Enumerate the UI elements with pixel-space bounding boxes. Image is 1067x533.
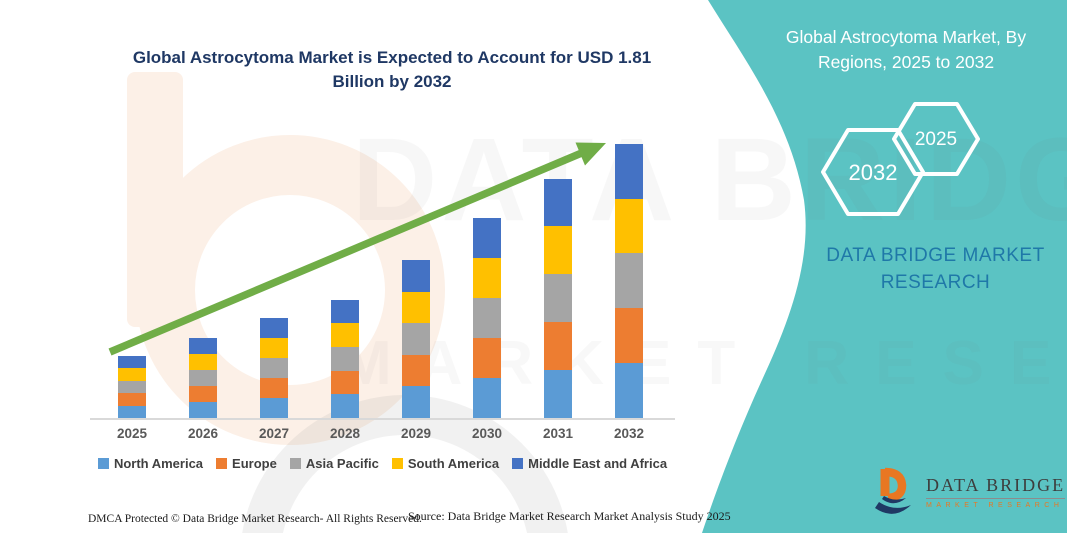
x-axis-label-2025: 2025: [116, 426, 148, 441]
legend-item-asia-pacific: Asia Pacific: [289, 456, 379, 471]
bar-2026: [189, 337, 217, 418]
bar-2031: [544, 178, 572, 418]
bar-2029: [402, 260, 430, 418]
bar-segment-europe: [260, 378, 288, 398]
bar-segment-europe: [544, 322, 572, 371]
bar-segment-south-america: [260, 338, 288, 358]
bar-segment-asia-pacific: [118, 380, 146, 394]
bar-segment-north-america: [118, 405, 146, 418]
legend-swatch-icon: [97, 458, 109, 469]
x-axis-label-2032: 2032: [613, 426, 645, 441]
bar-2028: [331, 299, 359, 418]
bar-segment-middle-east-and-africa: [473, 217, 501, 258]
bar-segment-europe: [331, 370, 359, 395]
x-axis-label-2029: 2029: [400, 426, 432, 441]
legend-swatch-icon: [289, 458, 301, 469]
bar-segment-south-america: [473, 257, 501, 298]
bar-segment-asia-pacific: [402, 323, 430, 355]
legend-swatch-icon: [391, 458, 403, 469]
legend-item-middle-east-and-africa: Middle East and Africa: [512, 456, 667, 471]
legend-item-north-america: North America: [97, 456, 204, 471]
bar-segment-middle-east-and-africa: [544, 178, 572, 227]
legend-item-europe: Europe: [216, 456, 277, 471]
bar-segment-north-america: [615, 363, 643, 418]
side-panel-brand-caption: DATA BRIDGE MARKET RESEARCH: [826, 245, 1045, 293]
legend-label: Asia Pacific: [305, 456, 379, 471]
bar-2027: [260, 318, 288, 418]
bar-segment-asia-pacific: [189, 369, 217, 386]
bar-segment-middle-east-and-africa: [331, 299, 359, 324]
bar-segment-europe: [118, 393, 146, 406]
bar-segment-asia-pacific: [331, 347, 359, 371]
bar-segment-asia-pacific: [473, 297, 501, 338]
logo-tagline-text: MARKET RESEARCH: [926, 502, 1064, 509]
x-axis-label-2030: 2030: [471, 426, 503, 441]
logo-divider: [926, 498, 1066, 499]
bar-segment-south-america: [544, 226, 572, 275]
bar-segment-middle-east-and-africa: [615, 143, 643, 199]
bar-segment-europe: [189, 385, 217, 402]
bar-segment-south-america: [402, 291, 430, 324]
legend-label: Europe: [232, 456, 277, 471]
company-logo: DATA BRIDGE MARKET RESEARCH: [872, 466, 1066, 518]
bar-segment-north-america: [544, 370, 572, 418]
bar-segment-asia-pacific: [615, 253, 643, 309]
plot-area: 2025 2026 2027 2028 2029 2030 2031 2032: [90, 130, 675, 441]
x-axis-label-2028: 2028: [329, 426, 361, 441]
data-bridge-logo-icon: [875, 467, 911, 514]
bar-segment-north-america: [473, 377, 501, 418]
bar-segment-middle-east-and-africa: [260, 318, 288, 338]
bar-segment-north-america: [189, 401, 217, 418]
footer-source-text: Source: Data Bridge Market Research Mark…: [408, 509, 731, 523]
bar-segment-north-america: [260, 398, 288, 418]
x-axis-label-2027: 2027: [258, 426, 290, 441]
x-axis-label-2031: 2031: [542, 426, 574, 441]
bar-segment-middle-east-and-africa: [402, 260, 430, 292]
legend-swatch-icon: [512, 458, 524, 469]
legend-swatch-icon: [216, 458, 228, 469]
footer-dmca-text: DMCA Protected © Data Bridge Market Rese…: [88, 513, 422, 525]
legend-label: North America: [113, 456, 204, 471]
chart-title: Global Astrocytoma Market is Expected to…: [132, 48, 652, 91]
bar-segment-europe: [402, 354, 430, 387]
bar-segment-asia-pacific: [260, 358, 288, 378]
bar-segment-south-america: [331, 323, 359, 348]
bar-segment-north-america: [402, 386, 430, 418]
bar-segment-south-america: [118, 368, 146, 381]
bar-segment-north-america: [331, 394, 359, 418]
hexagon-2025-label: 2025: [914, 129, 958, 150]
bar-segment-europe: [473, 337, 501, 378]
logo-brand-text: DATA BRIDGE: [926, 475, 1066, 495]
bar-2032: [615, 143, 643, 418]
bar-segment-europe: [615, 308, 643, 364]
bar-segment-middle-east-and-africa: [118, 355, 146, 369]
x-axis-label-2026: 2026: [187, 426, 219, 441]
legend-label: South America: [407, 456, 500, 471]
bar-segment-south-america: [189, 353, 217, 370]
hexagon-2032-label: 2032: [848, 160, 898, 185]
chart-legend: North America Europe Asia Pacific South Ame…: [85, 456, 680, 471]
legend-item-south-america: South America: [391, 456, 500, 471]
bar-segment-south-america: [615, 198, 643, 254]
bar-segment-middle-east-and-africa: [189, 337, 217, 354]
side-panel-title: Global Astrocytoma Market, By Regions, 2…: [785, 27, 1027, 73]
bar-2025: [118, 355, 146, 418]
legend-label: Middle East and Africa: [528, 456, 668, 471]
bar-2030: [473, 217, 501, 418]
bar-segment-asia-pacific: [544, 274, 572, 323]
